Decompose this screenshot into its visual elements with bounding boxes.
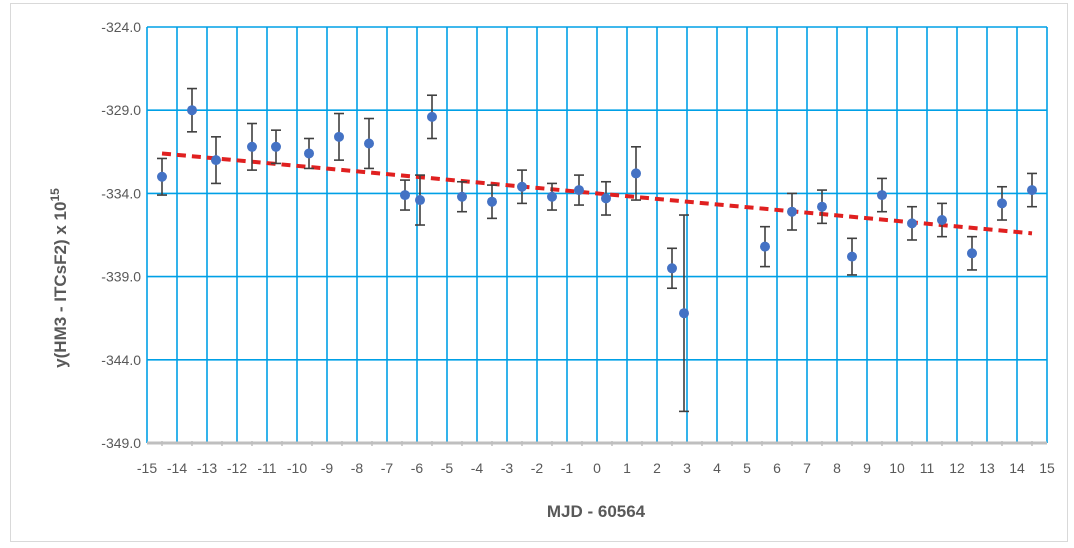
data-point <box>334 131 344 142</box>
y-tick-labels: -349.0 -344.0 -339.0 -334.0 -329.0 -324.0 <box>101 19 141 451</box>
y-tick-label: -339.0 <box>101 269 141 285</box>
data-point <box>247 141 257 152</box>
data-point <box>1027 185 1037 196</box>
y-axis-title-superscript: 15 <box>48 188 62 202</box>
y-tick-label: -344.0 <box>101 352 141 368</box>
x-tick-label: -6 <box>411 460 424 476</box>
x-tick-labels: -15 -14 -13 -12 -11 -10 -9 -8 -7 -6 -5 -4 -3 -2 -1 0 1 2 3… <box>137 460 1055 476</box>
x-tick-label: 3 <box>683 460 691 476</box>
data-point <box>997 198 1007 209</box>
x-tick-label: -2 <box>531 460 544 476</box>
y-tick-label: -334.0 <box>101 185 141 201</box>
x-tick-label: -10 <box>287 460 307 476</box>
x-tick-label: 10 <box>889 460 905 476</box>
grid <box>146 26 1048 444</box>
x-tick-label: -15 <box>137 460 157 476</box>
y-tick-label: -349.0 <box>101 435 141 451</box>
data-point <box>364 138 374 149</box>
data-point <box>907 218 917 229</box>
trendline <box>161 151 1033 236</box>
x-tick-label: -1 <box>561 460 574 476</box>
data-point <box>271 141 281 152</box>
x-tick-label: 14 <box>1009 460 1025 476</box>
data-point <box>415 195 425 206</box>
x-tick-label: -14 <box>167 460 187 476</box>
x-tick-label: -8 <box>351 460 364 476</box>
data-point <box>817 201 827 212</box>
x-tick-label: 12 <box>949 460 965 476</box>
data-point <box>877 190 887 201</box>
x-tick-label: 7 <box>803 460 811 476</box>
data-point <box>847 251 857 262</box>
axes <box>147 441 1047 446</box>
x-tick-label: -3 <box>501 460 514 476</box>
x-tick-label: 9 <box>863 460 871 476</box>
x-tick-label: 13 <box>979 460 995 476</box>
y-axis-title: y(HM3 - ITCsF2) x 1015 <box>48 188 70 368</box>
x-tick-label: 8 <box>833 460 841 476</box>
data-point <box>457 191 467 202</box>
data-point <box>667 263 677 274</box>
x-tick-label: 15 <box>1039 460 1055 476</box>
x-tick-label: 4 <box>713 460 721 476</box>
data-points <box>157 105 1037 319</box>
y-axis-title-main: y(HM3 - ITCsF2) x 10 <box>51 202 70 368</box>
chart-frame <box>10 3 1068 542</box>
data-point <box>304 148 314 159</box>
data-point <box>187 105 197 116</box>
x-tick-label: 2 <box>653 460 661 476</box>
data-point <box>157 171 167 182</box>
data-point <box>427 111 437 122</box>
x-tick-label: 5 <box>743 460 751 476</box>
x-tick-label: -11 <box>257 460 276 476</box>
x-tick-label: 1 <box>623 460 631 476</box>
data-point <box>574 185 584 196</box>
y-tick-label: -329.0 <box>101 102 141 118</box>
data-point <box>400 190 410 201</box>
y-tick-label: -324.0 <box>101 19 141 35</box>
data-point <box>211 155 221 166</box>
x-tick-label: -9 <box>321 460 334 476</box>
data-point <box>631 168 641 179</box>
data-point <box>787 206 797 217</box>
x-tick-label: -12 <box>227 460 247 476</box>
x-tick-label: 6 <box>773 460 781 476</box>
x-axis-title: MJD - 60564 <box>547 502 646 521</box>
data-point <box>760 241 770 252</box>
data-point <box>679 308 689 319</box>
data-point <box>547 191 557 202</box>
x-tick-label: -13 <box>197 460 217 476</box>
x-tick-label: -4 <box>471 460 484 476</box>
x-tick-label: -7 <box>381 460 394 476</box>
x-tick-label: -5 <box>441 460 454 476</box>
data-point <box>601 193 611 204</box>
x-tick-label: 0 <box>593 460 601 476</box>
data-point <box>487 196 497 207</box>
trendline-layer <box>161 151 1033 236</box>
data-point <box>967 248 977 259</box>
x-tick-label: 11 <box>920 460 935 476</box>
data-point <box>937 215 947 226</box>
data-point <box>517 181 527 192</box>
